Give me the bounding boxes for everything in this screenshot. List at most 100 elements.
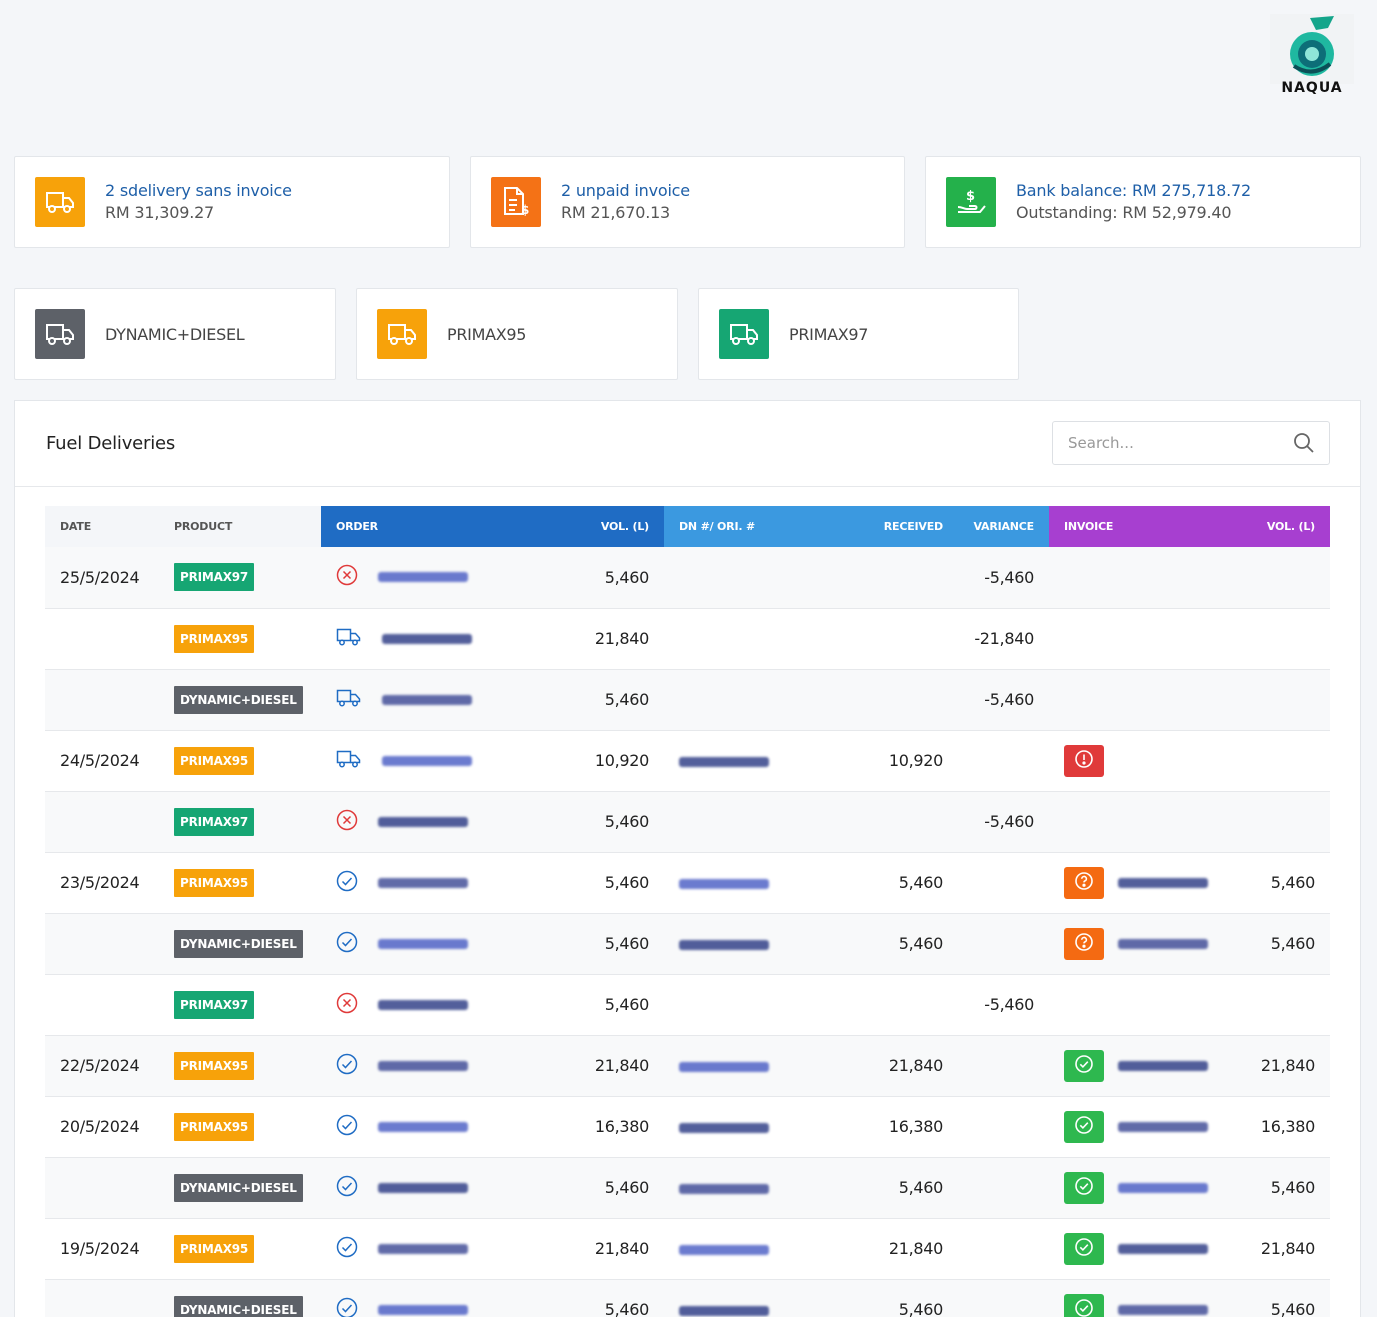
cancel-icon[interactable] (336, 564, 358, 590)
order-number-redacted[interactable] (378, 572, 468, 583)
invoice-number-redacted[interactable] (1118, 1060, 1208, 1071)
col-date[interactable]: DATE (45, 506, 159, 547)
invoice-number-redacted[interactable] (1118, 1304, 1208, 1315)
check-icon[interactable] (336, 1053, 358, 1079)
col-product[interactable]: PRODUCT (159, 506, 321, 547)
invoice-number-redacted[interactable] (1118, 938, 1208, 949)
order-volume-cell: 16,380 (569, 1096, 664, 1158)
order-cell (321, 1279, 569, 1317)
received-cell: 21,840 (864, 1218, 958, 1280)
order-number-redacted[interactable] (378, 1060, 468, 1071)
order-number-redacted[interactable] (382, 755, 472, 766)
table-row[interactable]: 20/5/2024 PRIMAX95 16,380 16,380 16,380 (45, 1096, 1330, 1158)
col-variance[interactable]: VARIANCE (958, 506, 1049, 547)
order-number-redacted[interactable] (382, 633, 472, 644)
invoice-status-ok[interactable] (1064, 1110, 1104, 1143)
check-icon[interactable] (336, 1114, 358, 1140)
invoice-number-redacted[interactable] (1118, 1182, 1208, 1193)
dn-number-cell (664, 547, 864, 609)
dn-number-redacted[interactable] (679, 939, 769, 950)
table-row[interactable]: 25/5/2024 PRIMAX97 5,460 -5,460 (45, 547, 1330, 609)
invoice-status-ok[interactable] (1064, 1049, 1104, 1082)
table-row[interactable]: PRIMAX97 5,460 -5,460 (45, 974, 1330, 1036)
invoice-status-error[interactable] (1064, 744, 1104, 777)
product-cell: DYNAMIC+DIESEL (159, 1157, 321, 1219)
order-volume-cell: 5,460 (569, 791, 664, 853)
table-row[interactable]: PRIMAX95 21,840 -21,840 (45, 608, 1330, 670)
table-row[interactable]: 24/5/2024 PRIMAX95 10,920 10,920 (45, 730, 1330, 792)
dn-number-redacted[interactable] (679, 1305, 769, 1316)
dn-number-redacted[interactable] (679, 1122, 769, 1133)
invoice-number-redacted[interactable] (1118, 1121, 1208, 1132)
date-cell (45, 1279, 159, 1317)
invoice-cell (1049, 1279, 1240, 1317)
invoice-status-question[interactable] (1064, 866, 1104, 899)
invoice-status-ok[interactable] (1064, 1171, 1104, 1204)
table-row[interactable]: DYNAMIC+DIESEL 5,460 5,460 5,460 (45, 1279, 1330, 1317)
product-card-primax95[interactable]: PRIMAX95 (356, 288, 678, 380)
invoice-status-question[interactable] (1064, 927, 1104, 960)
order-number-redacted[interactable] (378, 1304, 468, 1315)
col-order-volume[interactable]: VOL. (L) (569, 506, 664, 547)
invoice-status-ok[interactable] (1064, 1232, 1104, 1265)
order-number-redacted[interactable] (382, 694, 472, 705)
dn-number-redacted[interactable] (679, 1183, 769, 1194)
product-card-primax97[interactable]: PRIMAX97 (698, 288, 1019, 380)
cancel-icon[interactable] (336, 809, 358, 835)
order-number-redacted[interactable] (378, 816, 468, 827)
truck-icon[interactable] (336, 627, 362, 651)
search-box[interactable] (1052, 421, 1330, 465)
dn-number-redacted[interactable] (679, 756, 769, 767)
order-number-redacted[interactable] (378, 877, 468, 888)
order-number-redacted[interactable] (378, 1182, 468, 1193)
check-icon[interactable] (336, 1236, 358, 1262)
order-volume-cell: 5,460 (569, 547, 664, 609)
table-row[interactable]: 19/5/2024 PRIMAX95 21,840 21,840 21,840 (45, 1218, 1330, 1280)
search-icon[interactable] (1293, 432, 1315, 454)
col-received[interactable]: RECEIVED (864, 506, 958, 547)
check-circle-icon (1074, 1298, 1094, 1317)
order-number-redacted[interactable] (378, 1121, 468, 1132)
col-invoice[interactable]: INVOICE (1049, 506, 1240, 547)
summary-card-delivery-sans-invoice[interactable]: 2 sdelivery sans invoice RM 31,309.27 (14, 156, 450, 248)
invoice-number-redacted[interactable] (1118, 877, 1208, 888)
col-invoice-volume[interactable]: VOL. (L) (1240, 506, 1330, 547)
order-number-redacted[interactable] (378, 938, 468, 949)
summary-card-bank-balance[interactable]: $ Bank balance: RM 275,718.72 Outstandin… (925, 156, 1361, 248)
summary-amount: RM 21,670.13 (561, 203, 671, 222)
table-row[interactable]: DYNAMIC+DIESEL 5,460 5,460 5,460 (45, 1157, 1330, 1219)
dn-number-redacted[interactable] (679, 878, 769, 889)
table-row[interactable]: DYNAMIC+DIESEL 5,460 5,460 5,460 (45, 913, 1330, 975)
check-icon[interactable] (336, 870, 358, 896)
truck-icon (35, 309, 85, 359)
col-order[interactable]: ORDER (321, 506, 569, 547)
invoice-volume-cell (1240, 730, 1330, 792)
dn-number-redacted[interactable] (679, 1061, 769, 1072)
check-icon[interactable] (336, 931, 358, 957)
variance-cell (958, 1035, 1049, 1097)
question-icon (1074, 932, 1094, 956)
variance-cell (958, 1096, 1049, 1158)
check-icon[interactable] (336, 1297, 358, 1317)
table-row[interactable]: DYNAMIC+DIESEL 5,460 -5,460 (45, 669, 1330, 731)
order-volume-cell: 5,460 (569, 669, 664, 731)
check-circle-icon (1074, 1176, 1094, 1200)
check-icon[interactable] (336, 1175, 358, 1201)
table-row[interactable]: 23/5/2024 PRIMAX95 5,460 5,460 5,460 (45, 852, 1330, 914)
dn-number-redacted[interactable] (679, 1244, 769, 1255)
product-card-dynamic-diesel[interactable]: DYNAMIC+DIESEL (14, 288, 336, 380)
invoice-status-ok[interactable] (1064, 1293, 1104, 1317)
variance-cell: -21,840 (958, 608, 1049, 670)
col-dn-number[interactable]: DN #/ ORI. # (664, 506, 864, 547)
date-cell: 19/5/2024 (45, 1218, 159, 1280)
table-row[interactable]: 22/5/2024 PRIMAX95 21,840 21,840 21,840 (45, 1035, 1330, 1097)
table-row[interactable]: PRIMAX97 5,460 -5,460 (45, 791, 1330, 853)
invoice-number-redacted[interactable] (1118, 1243, 1208, 1254)
search-input[interactable] (1053, 434, 1283, 452)
cancel-icon[interactable] (336, 992, 358, 1018)
truck-icon[interactable] (336, 688, 362, 712)
order-number-redacted[interactable] (378, 1243, 468, 1254)
summary-card-unpaid-invoice[interactable]: $ 2 unpaid invoice RM 21,670.13 (470, 156, 905, 248)
truck-icon[interactable] (336, 749, 362, 773)
order-number-redacted[interactable] (378, 999, 468, 1010)
